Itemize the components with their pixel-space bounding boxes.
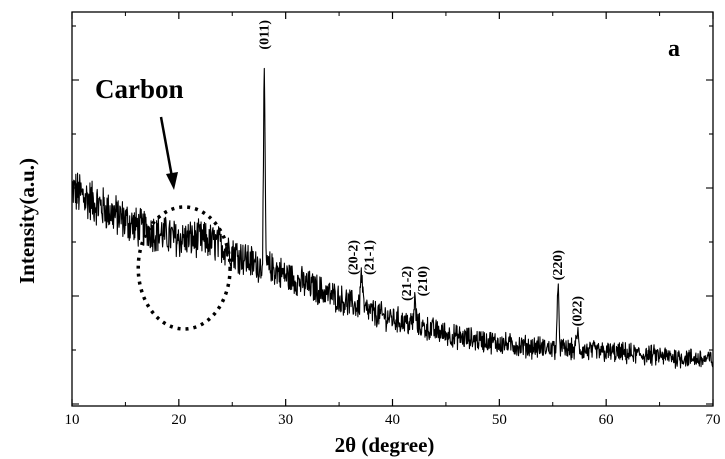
- axes-layer: 10 20 30 40 50 60 70: [65, 11, 721, 428]
- peak-label: (21-2): [400, 266, 415, 301]
- y-axis-label: Intensity(a.u.): [15, 158, 39, 284]
- annotation-layer: (011) (20-2) (21-1) (21-2) (210) (220) (022): [136, 20, 585, 331]
- peak-label: (022): [570, 296, 585, 327]
- xrd-pattern-line: [71, 67, 714, 369]
- peak-label: (21-1): [363, 240, 378, 275]
- peak-label: (011): [257, 20, 272, 50]
- x-tick-label: 70: [706, 412, 721, 428]
- carbon-arrow-shaft: [159, 116, 174, 178]
- carbon-arrow-head: [166, 172, 178, 190]
- panel-label: a: [668, 36, 680, 62]
- x-axis-label: 2θ (degree): [335, 433, 435, 457]
- x-tick-label: 50: [492, 412, 507, 428]
- carbon-label: Carbon: [95, 74, 184, 104]
- carbon-region-ellipse: [136, 205, 232, 331]
- x-tick-label: 30: [278, 412, 293, 428]
- series-layer: [71, 67, 714, 369]
- peak-label: (220): [551, 250, 566, 281]
- x-tick-label: 40: [385, 412, 400, 428]
- x-tick-label: 20: [171, 412, 186, 428]
- peak-label: (20-2): [347, 240, 362, 275]
- x-tick-label: 10: [65, 412, 80, 428]
- peak-label: (210): [416, 266, 431, 297]
- x-tick-label: 60: [599, 412, 614, 428]
